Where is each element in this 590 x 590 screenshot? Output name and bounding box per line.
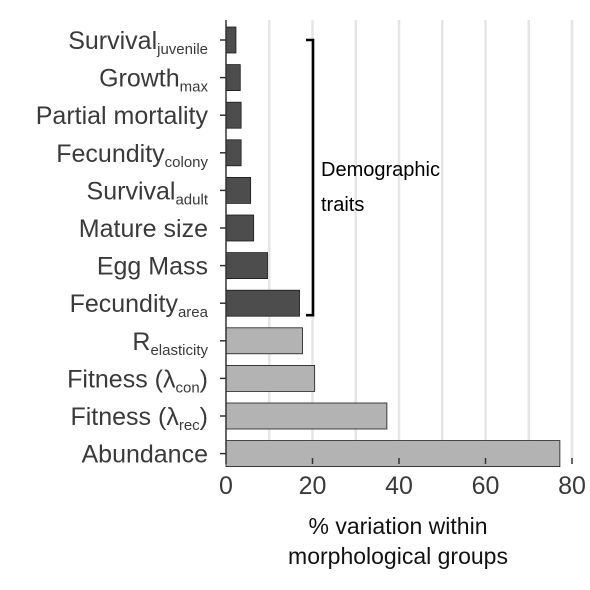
bar-11 (225, 440, 561, 468)
x-axis-title-line1: % variation within (309, 513, 488, 539)
bar-6 (225, 252, 268, 280)
category-label: Partial mortality (36, 102, 209, 130)
category-label: Fitness (λrec) (70, 403, 208, 434)
bar-7 (225, 289, 300, 317)
category-label: Fecundityarea (70, 290, 209, 321)
demographic-bracket (306, 38, 315, 317)
x-axis-title-line2: morphological groups (288, 543, 508, 569)
category-label: Fecunditycolony (56, 140, 208, 171)
category-labels: Survivaljuvenile Growthmax Partial mortali… (36, 27, 226, 469)
bar-2 (225, 101, 242, 129)
category-label: Growthmax (99, 65, 208, 96)
gridlines (268, 20, 574, 458)
category-label: Relasticity (132, 328, 208, 359)
bar-10 (225, 402, 388, 430)
x-tick-label: 0 (219, 472, 233, 500)
annotation-line1: Demographic (321, 159, 440, 181)
bar-1 (225, 64, 241, 91)
bars (225, 26, 561, 468)
x-tick-label: 20 (299, 472, 327, 500)
bar-3 (225, 139, 242, 167)
x-tick-labels: 0 20 40 60 80 (219, 458, 586, 500)
x-tick-label: 80 (558, 472, 586, 500)
category-label: Survivaladult (87, 177, 209, 208)
bar-9 (225, 364, 316, 392)
bar-0 (225, 26, 237, 54)
bar-8 (225, 327, 303, 355)
category-label: Survivaljuvenile (68, 27, 208, 58)
bar-4 (225, 176, 252, 204)
x-tick-label: 60 (472, 472, 500, 500)
bracket-line (306, 38, 315, 317)
category-label: Egg Mass (97, 253, 208, 281)
category-label: Abundance (81, 441, 208, 469)
bar-5 (225, 214, 255, 242)
x-tick-label: 40 (385, 472, 413, 500)
category-label: Fitness (λcon) (67, 365, 208, 396)
annotation-line2: traits (321, 194, 364, 216)
category-label: Mature size (79, 215, 208, 243)
